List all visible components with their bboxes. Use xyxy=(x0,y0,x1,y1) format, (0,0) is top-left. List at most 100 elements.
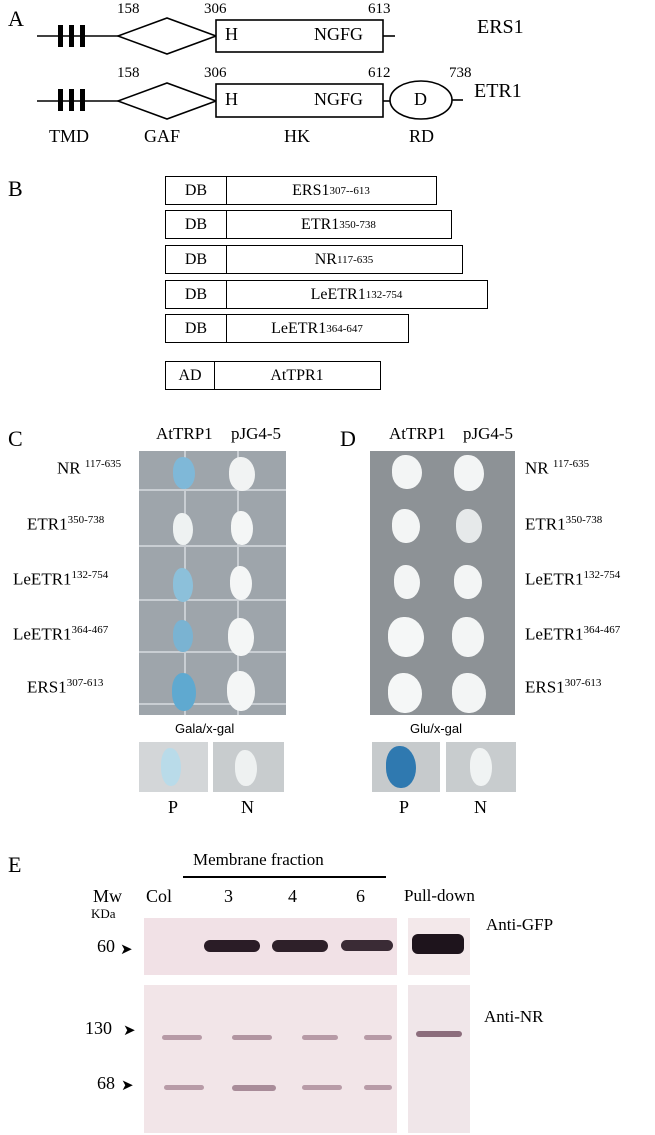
etr1-h-label: H xyxy=(225,89,238,109)
band xyxy=(272,940,328,952)
panel-a-letter: A xyxy=(8,6,24,31)
panel-c-row-label: NR 117-635 xyxy=(57,458,122,478)
etr1-name: ETR1 xyxy=(474,80,522,102)
domain-tmd-label: TMD xyxy=(49,126,89,146)
ers1-tmd-bar xyxy=(69,25,74,47)
panel-c-row-label: LeETR1364-467 xyxy=(13,624,109,644)
band xyxy=(364,1085,392,1090)
colony-white xyxy=(392,455,422,489)
band xyxy=(232,1035,272,1040)
etr1-hk-box xyxy=(215,83,384,118)
panel-d-control-n: N xyxy=(474,797,487,817)
lane-6: 6 xyxy=(356,886,365,906)
construct-tag: DB xyxy=(166,281,227,308)
mw-label: Mw xyxy=(93,886,123,906)
construct-nr: DB NR 117-635 xyxy=(165,245,463,274)
construct-tag: AD xyxy=(166,362,215,389)
fraction-header: Membrane fraction xyxy=(193,850,324,869)
colony-white xyxy=(173,513,193,545)
colony-white xyxy=(388,617,424,657)
marker-arrow-icon: ➤ xyxy=(120,942,133,958)
marker-130: 130 xyxy=(85,1018,112,1038)
panel-d-row-label: LeETR1364-467 xyxy=(525,624,621,644)
ers1-pos-613: 613 xyxy=(368,1,391,17)
band xyxy=(416,1031,462,1037)
anti-nr-blot xyxy=(144,985,397,1133)
ers1-tmd-bar xyxy=(80,25,85,47)
band xyxy=(162,1035,202,1040)
band xyxy=(364,1035,392,1040)
etr1-d-label: D xyxy=(414,89,427,109)
domain-gaf-label: GAF xyxy=(144,126,181,146)
marker-arrow-icon: ➤ xyxy=(123,1023,136,1039)
panel-c-row-label: ERS1307-613 xyxy=(27,677,104,697)
anti-gfp-blot xyxy=(144,918,397,975)
colony-blue xyxy=(172,673,196,711)
band xyxy=(232,1085,276,1091)
construct-tag: DB xyxy=(166,246,227,273)
colony-blue xyxy=(173,620,193,652)
panel-d-control-p: P xyxy=(399,797,410,817)
lane-4: 4 xyxy=(288,886,297,906)
colony-white xyxy=(456,509,482,543)
panel-d-col-attrp1: AtTRP1 xyxy=(389,424,446,443)
construct-label: AtTPR1 xyxy=(270,366,324,384)
etr1-gaf-diamond xyxy=(115,82,219,120)
panel-c-plate xyxy=(139,451,286,715)
antibody-anti-nr: Anti-NR xyxy=(484,1007,544,1026)
ers1-pos-306: 306 xyxy=(204,1,227,17)
construct-ers1: DB ERS1 307--613 xyxy=(165,176,437,205)
etr1-ngfg-label: NGFG xyxy=(314,89,364,109)
colony-white xyxy=(227,671,255,711)
construct-tag: DB xyxy=(166,211,227,238)
colony-white xyxy=(392,509,420,543)
ers1-tmd-bar xyxy=(58,25,63,47)
ers1-ngfg-label: NGFG xyxy=(314,24,364,44)
construct-leetr1-364: DB LeETR1 364-647 xyxy=(165,314,409,343)
colony-white xyxy=(231,511,253,545)
etr1-tmd-bar xyxy=(69,89,74,111)
panel-d-medium: Glu/x-gal xyxy=(410,721,463,736)
panel-c-row-label: LeETR1132-754 xyxy=(13,569,109,589)
marker-60: 60 xyxy=(97,936,115,956)
marker-arrow-icon: ➤ xyxy=(121,1078,134,1094)
etr1-pos-738: 738 xyxy=(449,65,472,81)
band xyxy=(302,1035,338,1040)
construct-leetr1-132: DB LeETR1 132-754 xyxy=(165,280,488,309)
domain-rd-label: RD xyxy=(409,126,435,146)
panel-c-control-p: P xyxy=(168,797,179,817)
colony-white xyxy=(454,455,484,491)
ers1-name: ERS1 xyxy=(477,16,524,38)
panel-d-row-label: NR 117-635 xyxy=(525,458,590,478)
panel-c-positive-control xyxy=(139,742,208,792)
panel-d-letter: D xyxy=(340,426,356,451)
etr1-pos-612: 612 xyxy=(368,65,391,81)
panel-c-medium: Gala/x-gal xyxy=(175,721,235,736)
construct-tag: DB xyxy=(166,315,227,342)
panel-c-col-pjg45: pJG4-5 xyxy=(231,424,282,443)
kda-label: KDa xyxy=(91,906,116,921)
colony-white xyxy=(230,566,252,600)
panel-d-positive-control xyxy=(372,742,440,792)
anti-gfp-pulldown-blot xyxy=(408,918,470,975)
construct-tag: DB xyxy=(166,177,227,204)
panel-d-row-label: LeETR1132-754 xyxy=(525,569,621,589)
construct-label: LeETR1 132-754 xyxy=(310,285,403,303)
lane-pull-down: Pull-down xyxy=(404,886,475,905)
colony-white xyxy=(452,673,486,713)
panel-d-plate xyxy=(370,451,515,715)
etr1-tmd-bar xyxy=(58,89,63,111)
construct-attpr1: AD AtTPR1 xyxy=(165,361,381,390)
marker-68: 68 xyxy=(97,1073,115,1093)
colony-blue xyxy=(173,457,195,489)
construct-label: LeETR1 364-647 xyxy=(271,319,363,337)
domain-hk-label: HK xyxy=(284,126,310,146)
lane-col: Col xyxy=(146,886,173,906)
etr1-pos-306: 306 xyxy=(204,65,227,81)
panel-c-negative-control xyxy=(213,742,284,792)
panel-d-negative-control xyxy=(446,742,516,792)
etr1-tmd-bar xyxy=(80,89,85,111)
panel-d-col-pjg45: pJG4-5 xyxy=(463,424,514,443)
etr1-pos-158: 158 xyxy=(117,65,140,81)
construct-label: ETR1 350-738 xyxy=(301,215,376,233)
